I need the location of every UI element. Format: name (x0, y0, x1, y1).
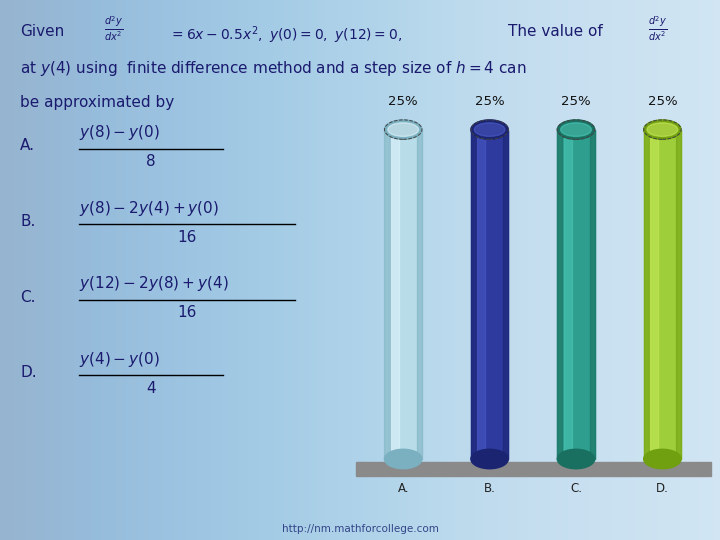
Polygon shape (477, 130, 485, 459)
Text: D.: D. (656, 482, 669, 495)
Text: D.: D. (20, 365, 37, 380)
Polygon shape (557, 130, 595, 459)
Text: 25%: 25% (388, 95, 418, 108)
Text: be approximated by: be approximated by (20, 94, 174, 110)
Text: $y(8) - 2y(4) + y(0)$: $y(8) - 2y(4) + y(0)$ (79, 199, 219, 218)
Text: $y(4) - y(0)$: $y(4) - y(0)$ (79, 350, 160, 369)
Polygon shape (356, 462, 711, 476)
Polygon shape (417, 130, 422, 459)
Text: at $y(4)$ using  finite difference method and a step size of $h=4$ can: at $y(4)$ using finite difference method… (20, 59, 527, 78)
Polygon shape (503, 130, 508, 459)
Polygon shape (650, 130, 658, 459)
Polygon shape (590, 130, 595, 459)
Text: B.: B. (484, 482, 495, 495)
Text: 4: 4 (146, 381, 156, 396)
Text: C.: C. (570, 482, 582, 495)
Polygon shape (384, 130, 390, 459)
Ellipse shape (557, 120, 595, 139)
Ellipse shape (647, 123, 678, 137)
Text: 25%: 25% (474, 95, 505, 108)
Text: 16: 16 (178, 305, 197, 320)
Text: $y(8) - y(0)$: $y(8) - y(0)$ (79, 123, 160, 142)
Ellipse shape (474, 123, 505, 137)
Ellipse shape (388, 123, 418, 137)
Text: B.: B. (20, 214, 35, 229)
Ellipse shape (561, 123, 591, 137)
Text: Given: Given (20, 24, 64, 39)
Polygon shape (564, 130, 572, 459)
Ellipse shape (384, 120, 422, 139)
Ellipse shape (471, 449, 508, 469)
Text: $\frac{d^2y}{dx^2}$: $\frac{d^2y}{dx^2}$ (648, 15, 667, 43)
Text: C.: C. (20, 289, 36, 305)
Text: $y(12) - 2y(8) + y(4)$: $y(12) - 2y(8) + y(4)$ (79, 274, 229, 293)
Ellipse shape (644, 120, 681, 139)
Text: 8: 8 (146, 154, 156, 169)
Ellipse shape (471, 120, 508, 139)
Polygon shape (644, 130, 649, 459)
Polygon shape (391, 130, 399, 459)
Polygon shape (471, 130, 476, 459)
Polygon shape (471, 130, 508, 459)
Polygon shape (644, 130, 681, 459)
Polygon shape (384, 130, 422, 459)
Text: 25%: 25% (647, 95, 678, 108)
Text: A.: A. (20, 138, 35, 153)
Ellipse shape (384, 449, 422, 469)
Text: $= 6x - 0.5x^2, \ y(0) = 0, \ y(12) = 0,$: $= 6x - 0.5x^2, \ y(0) = 0, \ y(12) = 0,… (169, 24, 402, 46)
Text: A.: A. (397, 482, 409, 495)
Text: 16: 16 (178, 230, 197, 245)
Ellipse shape (557, 449, 595, 469)
Ellipse shape (644, 449, 681, 469)
Text: $\frac{d^2y}{dx^2}$: $\frac{d^2y}{dx^2}$ (104, 15, 124, 43)
Text: http://nm.mathforcollege.com: http://nm.mathforcollege.com (282, 523, 438, 534)
Polygon shape (557, 130, 562, 459)
Polygon shape (676, 130, 681, 459)
Text: 25%: 25% (561, 95, 591, 108)
Text: The value of: The value of (508, 24, 603, 39)
